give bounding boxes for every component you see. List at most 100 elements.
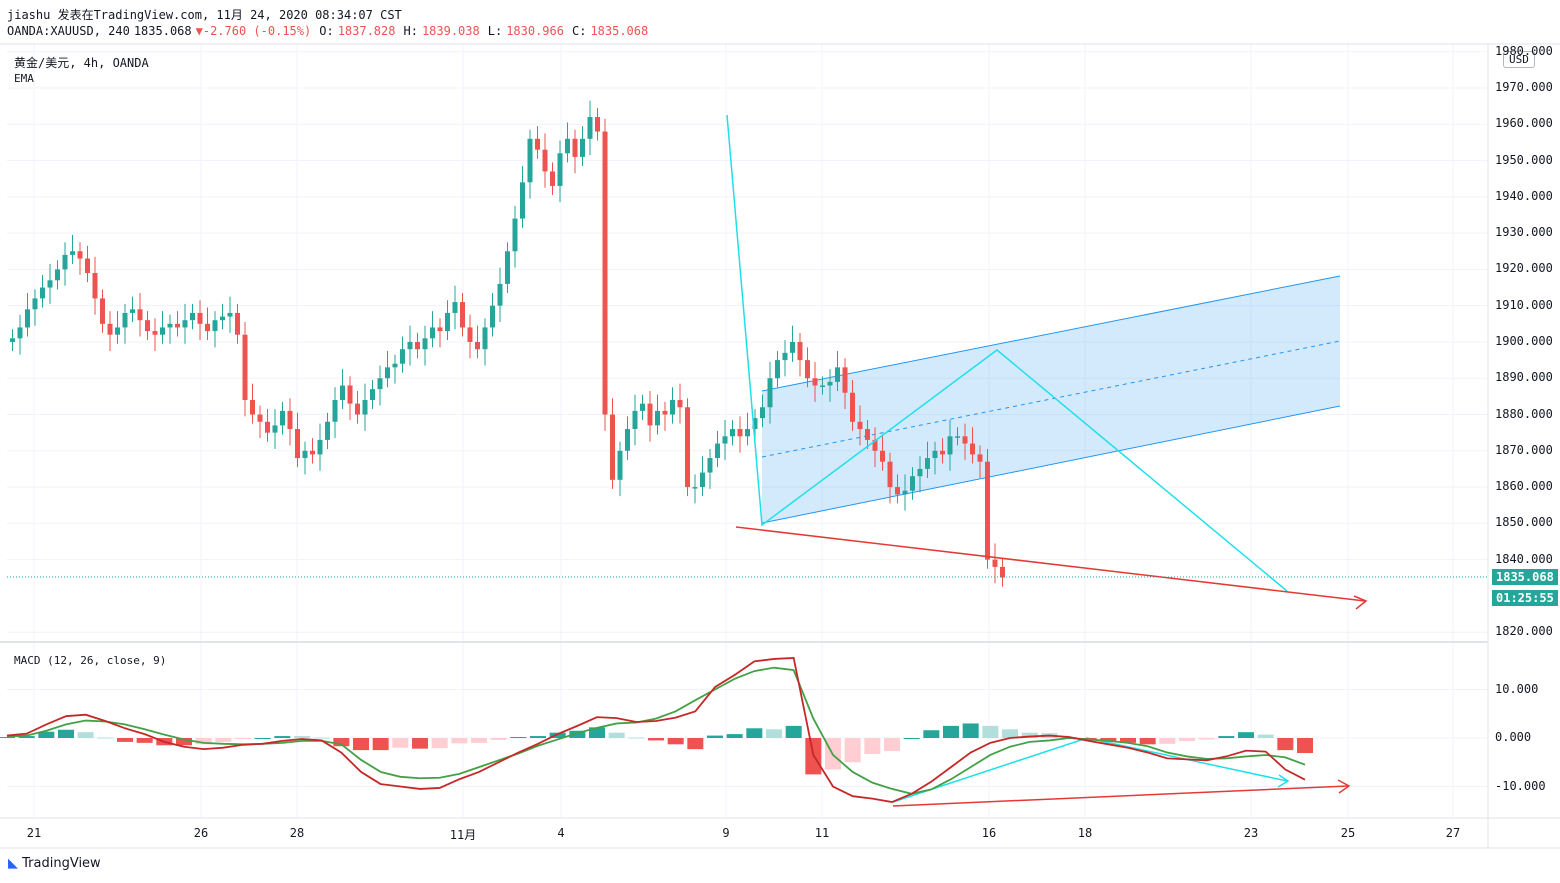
candle-body (122, 312, 128, 328)
candlesticks (10, 100, 1005, 587)
ema-legend[interactable]: EMA (14, 72, 34, 85)
candle-body (242, 334, 248, 401)
macd-histogram-bar (353, 738, 369, 751)
time-tick-label: 18 (1077, 826, 1093, 840)
price-tick-label: 1880.000 (1495, 406, 1553, 421)
macd-histogram-bar (372, 738, 389, 751)
price-tick-label: 1850.000 (1495, 515, 1553, 530)
candle-body (505, 251, 510, 284)
macd-histogram-bar (864, 738, 881, 755)
candle-body (790, 341, 795, 353)
candle-body (610, 414, 615, 480)
candle-body (835, 367, 840, 382)
macd-histogram-bar (943, 725, 959, 738)
macd-trend-line (892, 785, 1349, 807)
candle-body (737, 429, 743, 437)
candle-body (175, 323, 180, 328)
candle-body (362, 400, 368, 415)
signal-line (6, 666, 1306, 795)
macd-histogram-bar (471, 738, 487, 743)
macd-lines (6, 657, 1306, 803)
candle-body (145, 320, 150, 332)
candle-body (827, 381, 833, 386)
time-tick-label: 11月 (449, 828, 477, 842)
candle-body (467, 327, 473, 342)
macd-histogram-bar (18, 736, 35, 738)
time-tick-label: 28 (289, 826, 305, 840)
candle-body (767, 378, 773, 408)
macd-histogram-bar (215, 738, 232, 742)
candle-body (280, 410, 285, 426)
open-value: 1837.828 (337, 24, 396, 38)
candle-body (887, 461, 893, 488)
candle-body (25, 309, 30, 328)
macd-histogram-bar (1100, 738, 1117, 742)
candle-body (325, 421, 330, 440)
time-tick-label: 27 (1445, 826, 1461, 840)
candle-body (212, 320, 218, 332)
candle-body (865, 429, 870, 440)
candle-body (932, 450, 938, 459)
time-tick-label: 23 (1243, 826, 1259, 840)
candle-body (415, 341, 420, 350)
chart-title[interactable]: 黄金/美元, 4h, OANDA (14, 56, 149, 70)
high-label: H: (403, 24, 418, 38)
price-tick-label: 1860.000 (1495, 479, 1553, 494)
candle-body (107, 323, 113, 335)
symbol-label[interactable]: OANDA:XAUUSD, 240 (7, 24, 130, 38)
candle-body (535, 138, 540, 150)
macd-histogram-bar (38, 731, 55, 738)
tradingview-logo[interactable]: ◣ TradingView (8, 856, 101, 871)
candle-body (17, 327, 23, 339)
candle-body (115, 327, 120, 335)
macd-histogram-bar (1297, 738, 1313, 754)
ohlc-bar: OANDA:XAUUSD, 240 1835.068 ▼-2.760 (-0.15%… (7, 24, 656, 38)
candle-body (797, 341, 803, 361)
candle-body (662, 410, 668, 415)
candle-body (842, 367, 848, 393)
zigzag-line (726, 114, 1288, 592)
time-tick-label: 16 (981, 826, 997, 840)
macd-histogram-bar (176, 738, 192, 746)
candle-body (925, 458, 930, 469)
parallel-channel[interactable] (761, 275, 1341, 524)
low-label: L: (487, 24, 503, 38)
macd-histogram-bar (1179, 738, 1195, 741)
macd-legend[interactable]: MACD (12, 26, close, 9) (14, 654, 167, 667)
candle-body (692, 487, 698, 489)
macd-histogram-bar (884, 738, 900, 752)
candle-body (227, 312, 233, 317)
drawing-lines[interactable] (7, 114, 1488, 807)
macd-histogram-bar (1021, 732, 1038, 738)
macd-histogram-bar (1159, 738, 1176, 744)
candle-body (617, 450, 623, 480)
macd-histogram-bar (923, 730, 940, 738)
candle-body (130, 309, 135, 313)
candle-body (445, 312, 450, 332)
macd-histogram-bar (412, 738, 428, 749)
macd-histogram-bar (687, 738, 704, 750)
candle-body (782, 352, 788, 361)
macd-line (6, 657, 1306, 803)
currency-button[interactable]: USD (1503, 51, 1535, 68)
change-value: ▼-2.760 (-0.15%) (195, 24, 312, 38)
candle-body (137, 309, 143, 321)
channel-median (761, 340, 1341, 458)
candle-body (77, 251, 83, 259)
time-tick-label: 9 (722, 826, 730, 840)
candle-body (182, 320, 188, 328)
candle-body (685, 407, 690, 488)
candle-body (47, 280, 53, 288)
time-tick-label: 25 (1340, 826, 1356, 840)
candle-body (235, 312, 240, 335)
macd-histogram-bar (1198, 738, 1215, 740)
candle-body (902, 490, 908, 495)
close-value: 1835.068 (590, 24, 649, 38)
macd-histogram-bar (490, 738, 507, 740)
candle-body (812, 378, 818, 386)
candle-body (370, 389, 375, 401)
price-tick-label: 1870.000 (1495, 442, 1553, 457)
candle-body (587, 117, 593, 139)
candle-body (310, 450, 315, 455)
